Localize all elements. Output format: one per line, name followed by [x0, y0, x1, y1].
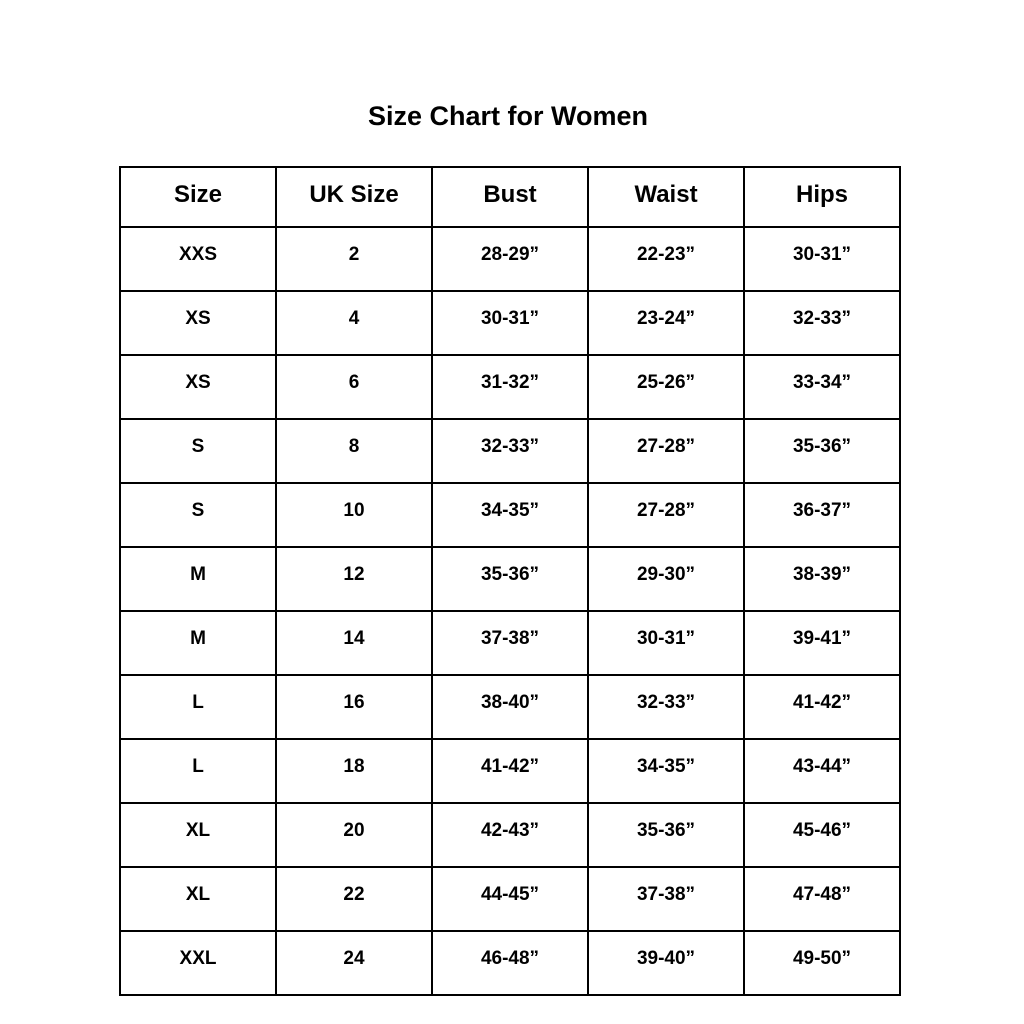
cell-size: XS — [119, 290, 277, 356]
cell-waist: 30-31” — [587, 610, 745, 676]
table-body: XXS 2 28-29” 22-23” 30-31” XS 4 30-31” 23-24” 32-… — [119, 226, 901, 996]
cell-uk-size: 22 — [275, 866, 433, 932]
cell-bust: 41-42” — [431, 738, 589, 804]
cell-bust: 34-35” — [431, 482, 589, 548]
cell-hips: 45-46” — [743, 802, 901, 868]
table-header-row: Size UK Size Bust Waist Hips — [119, 166, 901, 228]
cell-hips: 39-41” — [743, 610, 901, 676]
cell-hips: 35-36” — [743, 418, 901, 484]
cell-bust: 32-33” — [431, 418, 589, 484]
cell-waist: 37-38” — [587, 866, 745, 932]
column-header-size: Size — [119, 166, 277, 228]
size-chart-table: Size UK Size Bust Waist Hips XXS 2 28-29” 22-23… — [119, 166, 901, 996]
cell-waist: 23-24” — [587, 290, 745, 356]
table-row: XXL 24 46-48” 39-40” 49-50” — [119, 930, 901, 996]
cell-hips: 32-33” — [743, 290, 901, 356]
cell-size: XXS — [119, 226, 277, 292]
table-row: M 12 35-36” 29-30” 38-39” — [119, 546, 901, 612]
cell-hips: 33-34” — [743, 354, 901, 420]
table-row: XL 22 44-45” 37-38” 47-48” — [119, 866, 901, 932]
cell-uk-size: 4 — [275, 290, 433, 356]
cell-bust: 30-31” — [431, 290, 589, 356]
cell-waist: 35-36” — [587, 802, 745, 868]
cell-waist: 27-28” — [587, 482, 745, 548]
cell-waist: 27-28” — [587, 418, 745, 484]
cell-uk-size: 6 — [275, 354, 433, 420]
cell-size: XS — [119, 354, 277, 420]
cell-waist: 25-26” — [587, 354, 745, 420]
table-row: L 16 38-40” 32-33” 41-42” — [119, 674, 901, 740]
cell-bust: 42-43” — [431, 802, 589, 868]
cell-uk-size: 10 — [275, 482, 433, 548]
cell-uk-size: 20 — [275, 802, 433, 868]
cell-waist: 32-33” — [587, 674, 745, 740]
cell-size: L — [119, 738, 277, 804]
cell-hips: 47-48” — [743, 866, 901, 932]
table-row: S 10 34-35” 27-28” 36-37” — [119, 482, 901, 548]
cell-uk-size: 14 — [275, 610, 433, 676]
cell-size: S — [119, 418, 277, 484]
cell-waist: 39-40” — [587, 930, 745, 996]
cell-uk-size: 2 — [275, 226, 433, 292]
cell-size: XL — [119, 866, 277, 932]
cell-bust: 28-29” — [431, 226, 589, 292]
column-header-hips: Hips — [743, 166, 901, 228]
column-header-waist: Waist — [587, 166, 745, 228]
cell-waist: 34-35” — [587, 738, 745, 804]
cell-bust: 35-36” — [431, 546, 589, 612]
cell-uk-size: 18 — [275, 738, 433, 804]
table-row: M 14 37-38” 30-31” 39-41” — [119, 610, 901, 676]
cell-bust: 38-40” — [431, 674, 589, 740]
cell-uk-size: 12 — [275, 546, 433, 612]
column-header-bust: Bust — [431, 166, 589, 228]
column-header-uk-size: UK Size — [275, 166, 433, 228]
cell-hips: 49-50” — [743, 930, 901, 996]
cell-hips: 41-42” — [743, 674, 901, 740]
cell-uk-size: 16 — [275, 674, 433, 740]
cell-size: L — [119, 674, 277, 740]
cell-bust: 37-38” — [431, 610, 589, 676]
cell-hips: 43-44” — [743, 738, 901, 804]
table-row: XS 6 31-32” 25-26” 33-34” — [119, 354, 901, 420]
cell-bust: 46-48” — [431, 930, 589, 996]
cell-waist: 22-23” — [587, 226, 745, 292]
cell-uk-size: 24 — [275, 930, 433, 996]
cell-size: XL — [119, 802, 277, 868]
cell-size: XXL — [119, 930, 277, 996]
table-row: XL 20 42-43” 35-36” 45-46” — [119, 802, 901, 868]
table-row: XS 4 30-31” 23-24” 32-33” — [119, 290, 901, 356]
cell-bust: 31-32” — [431, 354, 589, 420]
cell-uk-size: 8 — [275, 418, 433, 484]
cell-hips: 38-39” — [743, 546, 901, 612]
cell-waist: 29-30” — [587, 546, 745, 612]
table-row: L 18 41-42” 34-35” 43-44” — [119, 738, 901, 804]
cell-size: M — [119, 610, 277, 676]
cell-hips: 30-31” — [743, 226, 901, 292]
cell-size: S — [119, 482, 277, 548]
page-title: Size Chart for Women — [367, 101, 649, 131]
table-row: S 8 32-33” 27-28” 35-36” — [119, 418, 901, 484]
cell-size: M — [119, 546, 277, 612]
table-row: XXS 2 28-29” 22-23” 30-31” — [119, 226, 901, 292]
cell-bust: 44-45” — [431, 866, 589, 932]
cell-hips: 36-37” — [743, 482, 901, 548]
